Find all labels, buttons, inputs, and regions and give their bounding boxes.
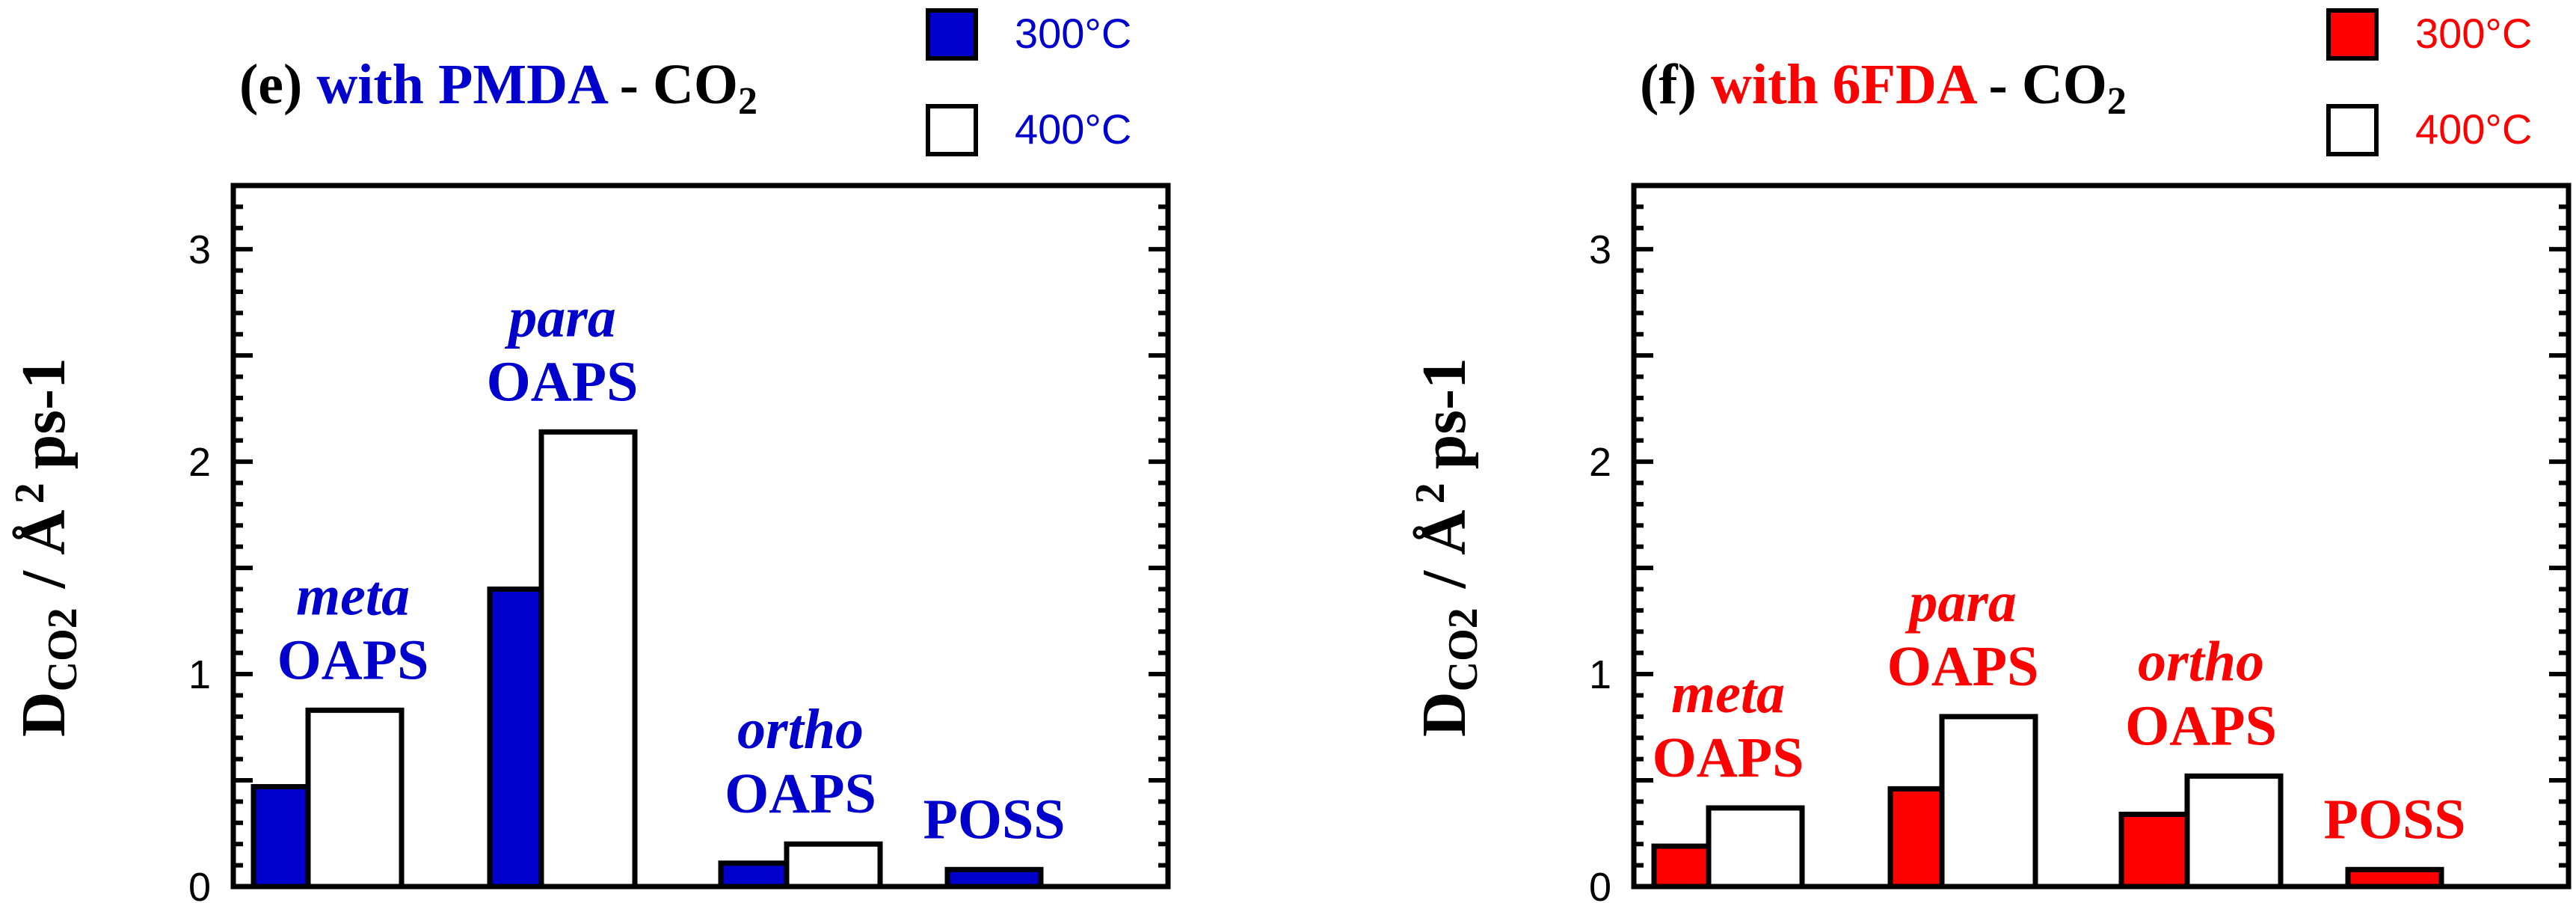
category-label-italic: para [504,286,616,349]
category-label-italic: ortho [2138,630,2264,693]
legend-entry-300c: 300°C [2326,8,2532,61]
y-tick-label: 2 [1589,440,1611,485]
category-label: OAPS [487,350,639,413]
legend-entry-300c: 300°C [926,8,1131,61]
category-label: POSS [923,788,1065,851]
category-label: OAPS [1653,726,1804,789]
legend-label: 300°C [2415,10,2532,57]
legend-label: 400°C [2415,105,2532,153]
category-label: OAPS [725,762,876,825]
panel-e: (e) with PMDA - CO2300°C400°COAPSmetaOAP… [7,8,1171,903]
plot-frame [1631,183,2572,890]
plot-frame [230,183,1171,890]
legend-swatch [2326,8,2379,61]
chart-title: (e) with PMDA - CO2 [239,53,757,123]
bar-400c-2 [784,841,883,890]
category-label: OAPS [1887,635,2039,698]
y-tick-label: 0 [1589,865,1611,903]
bar-400c-2 [2184,773,2284,890]
bar-400c-0 [1706,805,1805,890]
legend-label: 400°C [1015,105,1131,153]
y-tick-label: 1 [188,652,211,697]
y-axis-label: DCO2/ Å2ps-1 [1407,358,1487,737]
y-tick-label: 3 [188,227,211,272]
y-axis-label: DCO2/ Å2ps-1 [7,358,86,737]
category-label: OAPS [2125,694,2277,757]
bar-400c-1 [538,429,638,890]
category-label: OAPS [277,628,429,691]
y-tick-label: 2 [188,440,211,485]
category-label-italic: para [1905,571,2017,634]
chart-title: (f) with 6FDA - CO2 [1640,53,2127,123]
legend-entry-400c: 400°C [926,104,1131,156]
legend-swatch [2326,104,2379,156]
y-tick-label: 1 [1589,652,1611,697]
bar-400c-1 [1939,714,2038,890]
bar-400c-0 [305,707,405,890]
legend-entry-400c: 400°C [2326,104,2532,156]
category-label-italic: ortho [737,698,864,761]
category-label-italic: meta [296,564,410,627]
legend-swatch [926,104,978,156]
y-tick-label: 0 [188,865,211,903]
category-label-italic: meta [1671,662,1785,725]
legend-label: 300°C [1015,10,1131,57]
y-tick-label: 3 [1589,227,1611,272]
legend-swatch [926,8,978,61]
category-label: POSS [2323,788,2465,851]
